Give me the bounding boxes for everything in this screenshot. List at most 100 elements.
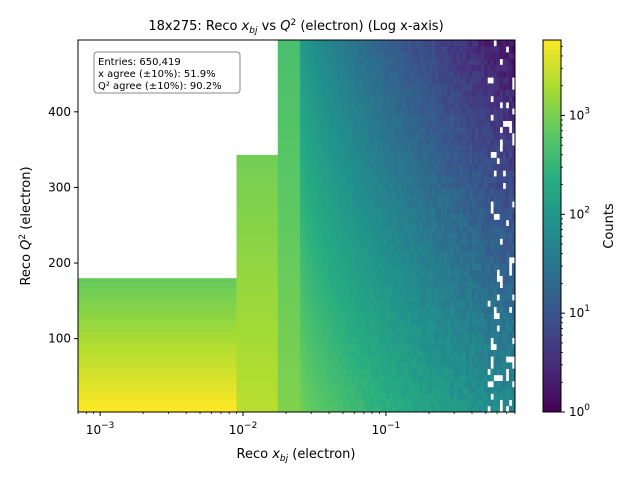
heatmap-cell: [487, 71, 491, 78]
heatmap-cell: [349, 294, 353, 301]
heatmap-cell: [321, 306, 325, 314]
heatmap-cell: [330, 356, 335, 363]
heatmap-cell: [444, 139, 448, 146]
heatmap-cell: [468, 176, 473, 183]
heatmap-cell: [456, 288, 461, 295]
heatmap-cell: [346, 77, 350, 84]
heatmap-cell: [422, 337, 427, 345]
heatmap-cell: [422, 319, 427, 326]
heatmap-cell: [389, 331, 393, 338]
heatmap-cell: [373, 95, 378, 103]
heatmap-cell: [315, 151, 319, 159]
heatmap-cell: [432, 294, 436, 301]
heatmap-cell: [361, 64, 365, 72]
heatmap-cell: [416, 151, 421, 159]
heatmap-cell: [395, 207, 399, 214]
heatmap-cell: [361, 213, 365, 221]
heatmap-cell: [392, 250, 396, 258]
heatmap-cell: [478, 151, 482, 159]
heatmap-cell: [306, 195, 310, 202]
heatmap-cell: [456, 114, 461, 121]
heatmap-cell: [395, 219, 399, 227]
heatmap-cell: [336, 399, 341, 407]
heatmap-cell: [277, 374, 301, 382]
heatmap-cell: [277, 52, 301, 59]
heatmap-cell: [462, 139, 467, 146]
heatmap-cell: [447, 356, 451, 363]
heatmap-cell: [407, 399, 411, 407]
heatmap-cell: [462, 387, 467, 394]
heatmap-cell: [481, 281, 485, 289]
heatmap-cell: [327, 393, 332, 400]
heatmap-cell: [499, 331, 504, 338]
heatmap-cell: [465, 182, 470, 190]
heatmap-cell: [410, 312, 414, 320]
heatmap-cell: [236, 368, 279, 376]
heatmap-cell: [364, 201, 368, 208]
heatmap-cell: [361, 368, 365, 376]
heatmap-cell: [444, 164, 448, 171]
heatmap-cell: [475, 331, 479, 338]
heatmap-cell: [299, 114, 304, 121]
heatmap-cell: [315, 83, 319, 90]
heatmap-cell: [327, 368, 332, 376]
heatmap-cell: [438, 164, 442, 171]
heatmap-cell: [324, 170, 328, 177]
heatmap-cell: [364, 263, 368, 270]
heatmap-cell: [441, 151, 445, 159]
heatmap-cell: [373, 362, 378, 369]
heatmap-cell: [468, 331, 473, 338]
heatmap-cell: [428, 170, 433, 177]
heatmap-cell: [358, 213, 362, 221]
heatmap-cell: [407, 381, 411, 388]
heatmap-cell: [447, 145, 451, 152]
heatmap-cell: [410, 350, 414, 357]
heatmap-cell: [481, 219, 485, 227]
heatmap-cell: [438, 300, 442, 307]
heatmap-cell: [435, 102, 439, 109]
heatmap-cell: [376, 95, 381, 103]
heatmap-cell: [361, 281, 365, 289]
heatmap-cell: [441, 281, 445, 289]
heatmap-cell: [496, 257, 501, 264]
heatmap-cell: [413, 337, 418, 345]
heatmap-cell: [364, 83, 368, 90]
heatmap-cell: [511, 188, 515, 196]
heatmap-cell: [309, 393, 313, 400]
heatmap-cell: [478, 207, 482, 214]
heatmap-cell: [398, 102, 402, 109]
heatmap-cell: [419, 294, 424, 301]
heatmap-cell: [410, 213, 414, 221]
heatmap-cell: [413, 151, 418, 159]
heatmap-cell: [487, 176, 491, 183]
heatmap-cell: [499, 213, 504, 221]
heatmap-cell: [373, 145, 378, 152]
heatmap-cell: [447, 263, 451, 270]
heatmap-cell: [499, 325, 504, 332]
heatmap-cell: [481, 157, 485, 165]
heatmap-cell: [481, 368, 485, 376]
heatmap-cell: [499, 157, 504, 165]
heatmap-cell: [499, 306, 504, 314]
heatmap-cell: [502, 306, 507, 314]
heatmap-cell: [487, 95, 491, 103]
heatmap-cell: [416, 64, 421, 72]
heatmap-cell: [453, 201, 458, 208]
heatmap-cell: [355, 281, 359, 289]
heatmap-cell: [364, 108, 368, 115]
heatmap-cell: [441, 95, 445, 103]
heatmap-cell: [318, 300, 322, 307]
heatmap-cell: [315, 188, 319, 196]
heatmap-cell: [312, 281, 316, 289]
heatmap-cell: [468, 120, 473, 128]
heatmap-cell: [401, 52, 405, 59]
heatmap-cell: [490, 269, 494, 276]
heatmap-cell: [309, 399, 313, 407]
heatmap-cell: [346, 182, 350, 190]
heatmap-cell: [438, 120, 442, 128]
heatmap-cell: [422, 288, 427, 295]
heatmap-cell: [459, 232, 464, 239]
heatmap-cell: [493, 263, 497, 270]
heatmap-cell: [324, 71, 328, 78]
heatmap-cell: [333, 356, 338, 363]
